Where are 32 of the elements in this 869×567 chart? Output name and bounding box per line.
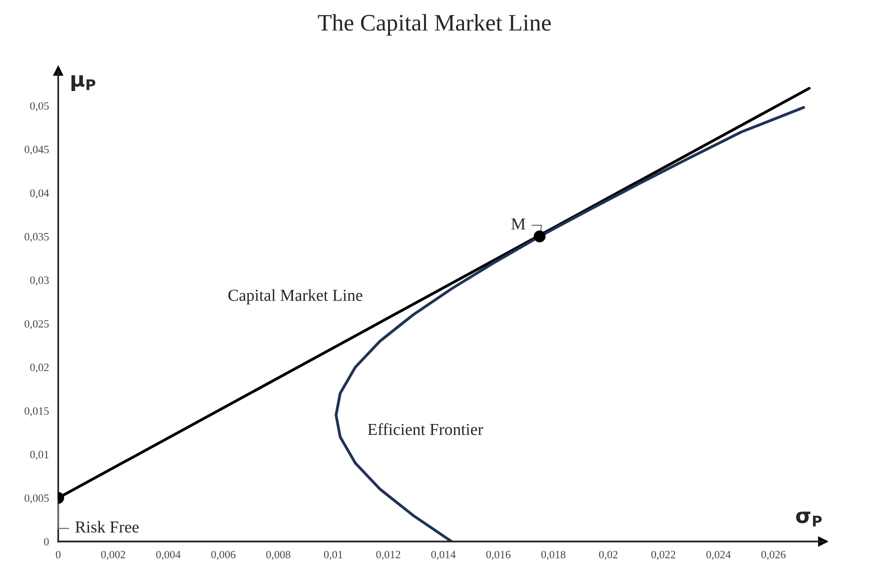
annotation: Risk Free [75,520,139,533]
x-tick-label: 0,016 [486,550,511,560]
x-axis-title: σ$_{P}$ [796,512,822,526]
y-axis-title: μ$_{P}$ [71,75,96,91]
y-tick-label: 0,005 [24,494,49,504]
x-tick-label: 0 [56,550,61,558]
y-tick-label: 0,045 [24,146,49,155]
y-tick-label: 0 [44,538,49,546]
y-tick-label: 0,035 [24,232,49,242]
x-tick-label: 0,012 [376,550,400,560]
x-tick-label: 0,022 [651,550,676,560]
y-tick-label: 0,02 [30,364,49,373]
y-tick-label: 0,025 [24,320,49,330]
x-tick-label: 0,006 [211,550,236,560]
x-tick-label: 0,018 [541,550,566,560]
x-tick-label: 0,02 [599,550,618,560]
annotation: Efficient Frontier [368,423,484,436]
y-tick-label: 0,01 [30,450,49,460]
y-tick-label: 0,015 [24,407,49,416]
chart-title: The Capital Market Line [318,14,551,36]
x-tick-label: 0,008 [266,550,290,560]
x-tick-label: 0,004 [156,550,181,560]
y-tick-label: 0,05 [30,102,49,112]
annotation: M [511,218,526,230]
x-tick-label: 0,01 [324,550,342,560]
y-tick-label: 0,04 [30,189,50,198]
y-tick-label: 0,03 [30,276,49,286]
x-tick-label: 0,002 [101,550,126,560]
x-tick-label: 0,024 [706,550,731,560]
x-tick-label: 0,026 [761,550,786,560]
x-tick-label: 0,014 [431,550,456,560]
annotation: Capital Market Line [228,289,362,304]
